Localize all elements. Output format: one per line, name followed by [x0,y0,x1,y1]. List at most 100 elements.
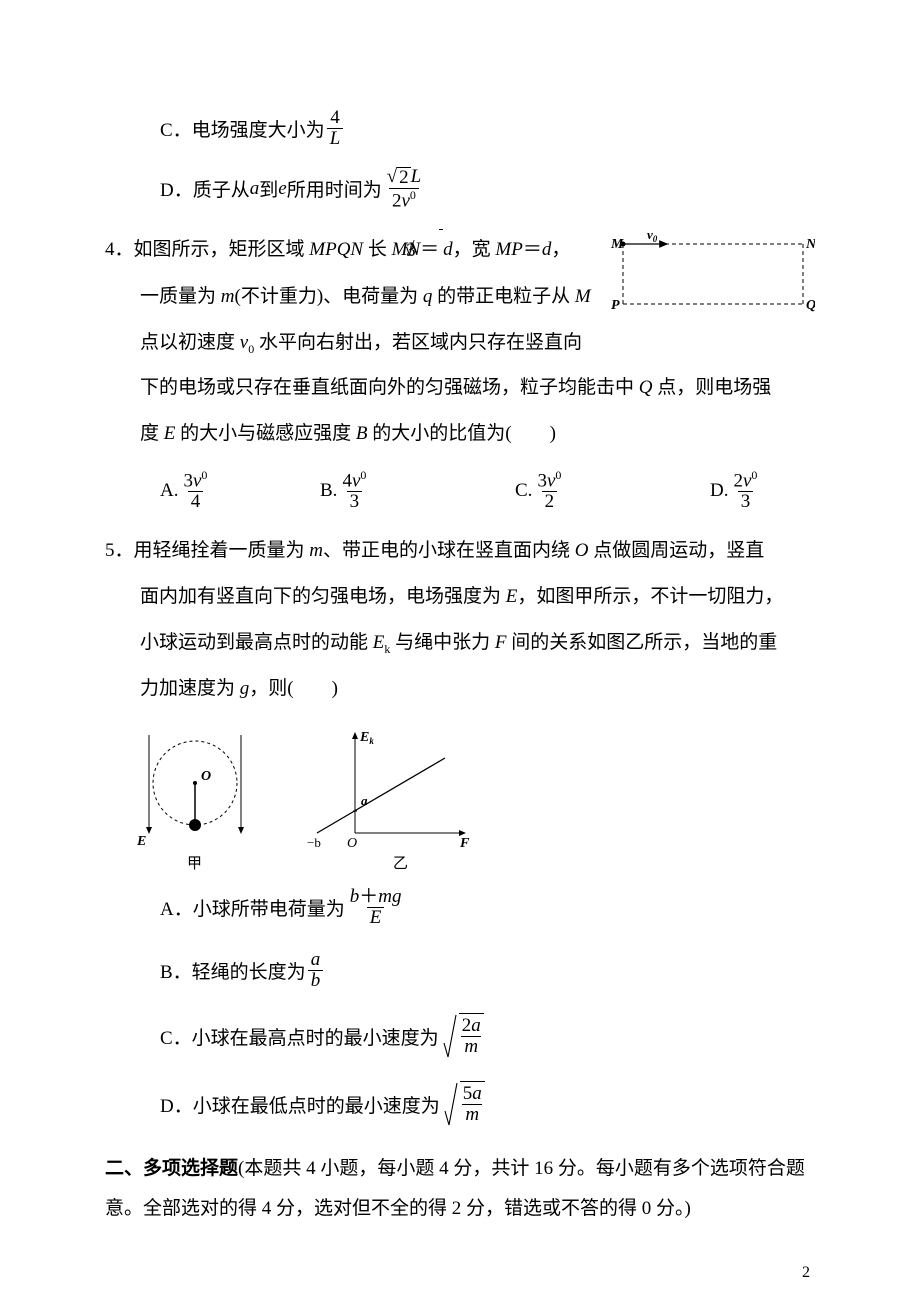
q5-option-c: C．小球在最高点时的最小速度为 2a m [105,1013,815,1059]
q4-mpqn: MPQN [309,239,363,260]
q5-c-frac: 2a m [459,1013,484,1059]
q5-d-frac: 5a m [460,1081,485,1127]
q4-figure: M N P Q v0 [605,229,815,319]
q5-t11: 与绳中张力 [390,632,495,653]
q4b-den: 3 [347,491,363,512]
q3-d-to: 到 [259,175,278,202]
q4-d-frac: 2v0 3 [730,469,760,512]
q5-F: F [495,632,507,653]
q5-line-2: 面内加有竖直向下的匀强电场，电场强度为 E，如图甲所示，不计一切阻力， [105,576,815,618]
q4d-den: 3 [738,491,754,512]
q5a-E: E [367,907,385,928]
q4-t5a: 度 [140,423,164,444]
q4-t3a: 点以初速度 [140,332,240,353]
svg-text:Ek: Ek [359,730,374,746]
q4-B: B [356,423,368,444]
q4-t2a: 一质量为 [140,286,221,307]
q5c-2: 2 [462,1015,472,1036]
q4-fig-M: M [610,237,624,252]
q4-fig-P: P [611,298,620,313]
section-2-bold: 二、多项选择题 [105,1158,238,1179]
q5-option-b: B．轻绳的长度为 a b [105,950,815,991]
q5-fig-E: E [136,834,146,849]
q5-t14: 力加速度为 [140,678,240,699]
q3-d-e: e [278,178,286,200]
q5-num: 5． [105,540,134,561]
q5-t9: 小球运动到最高点时的动能 [140,632,373,653]
q5-fig-F: F [459,836,470,851]
q5-m: m [309,540,323,561]
q4-eq1: ＝ [420,239,439,260]
q5-Ek: E [373,632,385,653]
q5c-m: m [461,1036,481,1057]
q4-mp: MP [495,239,522,260]
q4-opt-c: C. 3v0 2 [515,469,710,512]
q4-t4c: 点，则电场强 [653,377,772,398]
q5-t13: 间的关系如图乙所示，当地的重 [507,632,778,653]
q4c-0: 0 [555,468,561,482]
q4b-0: 0 [360,468,366,482]
q3-d-L: L [411,166,422,187]
q5-t6: 面内加有竖直向下的匀强电场，电场强度为 [140,586,506,607]
q4-t5e: 的大小的比值为( ) [368,423,556,444]
q5-fig-jia: 甲 [187,856,202,872]
q4-fig-N: N [805,237,815,252]
q4-t1a: 如图所示，矩形区域 [134,239,310,260]
q5-fig-a: a [361,793,368,808]
q3-d-frac: √2L 2v0 [384,167,425,211]
q4-v: v [240,332,248,353]
q5-b-text: B．轻绳的长度为 [160,957,306,984]
q4-c-frac: 3v0 2 [534,469,564,512]
q5-fig-yi: 乙 [393,856,408,872]
q5-b-frac: a b [308,950,324,991]
q4-num: 4． [105,239,134,260]
q5-g: g [240,678,250,699]
q5-t5: 点做圆周运动，竖直 [589,540,765,561]
q5d-m: m [462,1104,482,1125]
q5-t1: 用轻绳拴着一质量为 [134,540,310,561]
q4-m: m [221,286,235,307]
q4-t5c: 的大小与磁感应强度 [175,423,356,444]
q3-option-d: D．质子从 a 到 e 所用时间为 √2L 2v0 [105,167,815,211]
q5-fig-Ek: E [359,730,369,745]
q5b-b: b [308,970,324,991]
q5a-plus: ＋ [359,886,378,907]
q5-fig-b: −b [307,835,321,850]
q4b-4: 4 [342,470,352,491]
question-4: M N P Q v0 4．如图所示，矩形区域 MPQN 长 MN＝√3d，宽 M… [105,229,815,512]
q3-d-sqrt: 2 [397,167,411,188]
q5-figure: O E 甲 Ek F O −b a 乙 [105,723,815,873]
q3-d-sup0: 0 [410,188,416,202]
q5-fig-Eksub: k [369,736,374,746]
q5b-a: a [308,950,324,970]
q5-line-4: 力加速度为 g，则( ) [105,668,815,710]
q4-b-frac: 4v0 3 [339,469,369,512]
q4d-0: 0 [751,468,757,482]
q4-a-frac: 3v0 4 [180,469,210,512]
q4d-2: 2 [733,470,743,491]
question-5: 5．用轻绳拴着一质量为 m、带正电的小球在竖直面内绕 O 点做圆周运动，竖直 面… [105,530,815,1127]
q3-d-text-1: D．质子从 [160,175,250,202]
q3-c-text: C．电场强度大小为 [160,115,325,142]
q5a-mg: mg [378,886,401,907]
q5-t3: 、带正电的小球在竖直面内绕 [323,540,575,561]
q5-option-a: A．小球所带电荷量为 b＋mg E [105,887,815,928]
q4-t4: 下的电场或只存在垂直纸面向外的匀强磁场，粒子均能击中 [140,377,639,398]
q5-fig-O2: O [347,836,357,851]
q4-line-4: 下的电场或只存在垂直纸面向外的匀强磁场，粒子均能击中 Q 点，则电场强 [105,367,815,409]
q4-E: E [164,423,176,444]
q5-t16: ，则( ) [249,678,338,699]
q3-c-frac: 4 L [327,108,344,149]
section-2-heading: 二、多项选择题(本题共 4 小题，每小题 4 分，共计 16 分。每小题有多个选… [105,1149,815,1229]
page-number: 2 [802,1264,810,1282]
q5-a-text: A．小球所带电荷量为 [160,894,345,921]
q4-b-label: B. [320,480,337,502]
q5d-a: a [472,1083,482,1104]
q5-line-1: 5．用轻绳拴着一质量为 m、带正电的小球在竖直面内绕 O 点做圆周运动，竖直 [105,530,815,572]
q4-options: A. 3v0 4 B. 4v0 3 C. 3v0 2 D. 2v0 3 [105,469,815,512]
q4-line-3: 点以初速度 v0 水平向右射出，若区域内只存在竖直向 [105,322,815,364]
q4-fig-v0sub: 0 [653,234,658,244]
q5-fig-O: O [201,769,211,784]
q5-c-text: C．小球在最高点时的最小速度为 [160,1023,439,1050]
q4-t1c: 长 [363,239,392,260]
